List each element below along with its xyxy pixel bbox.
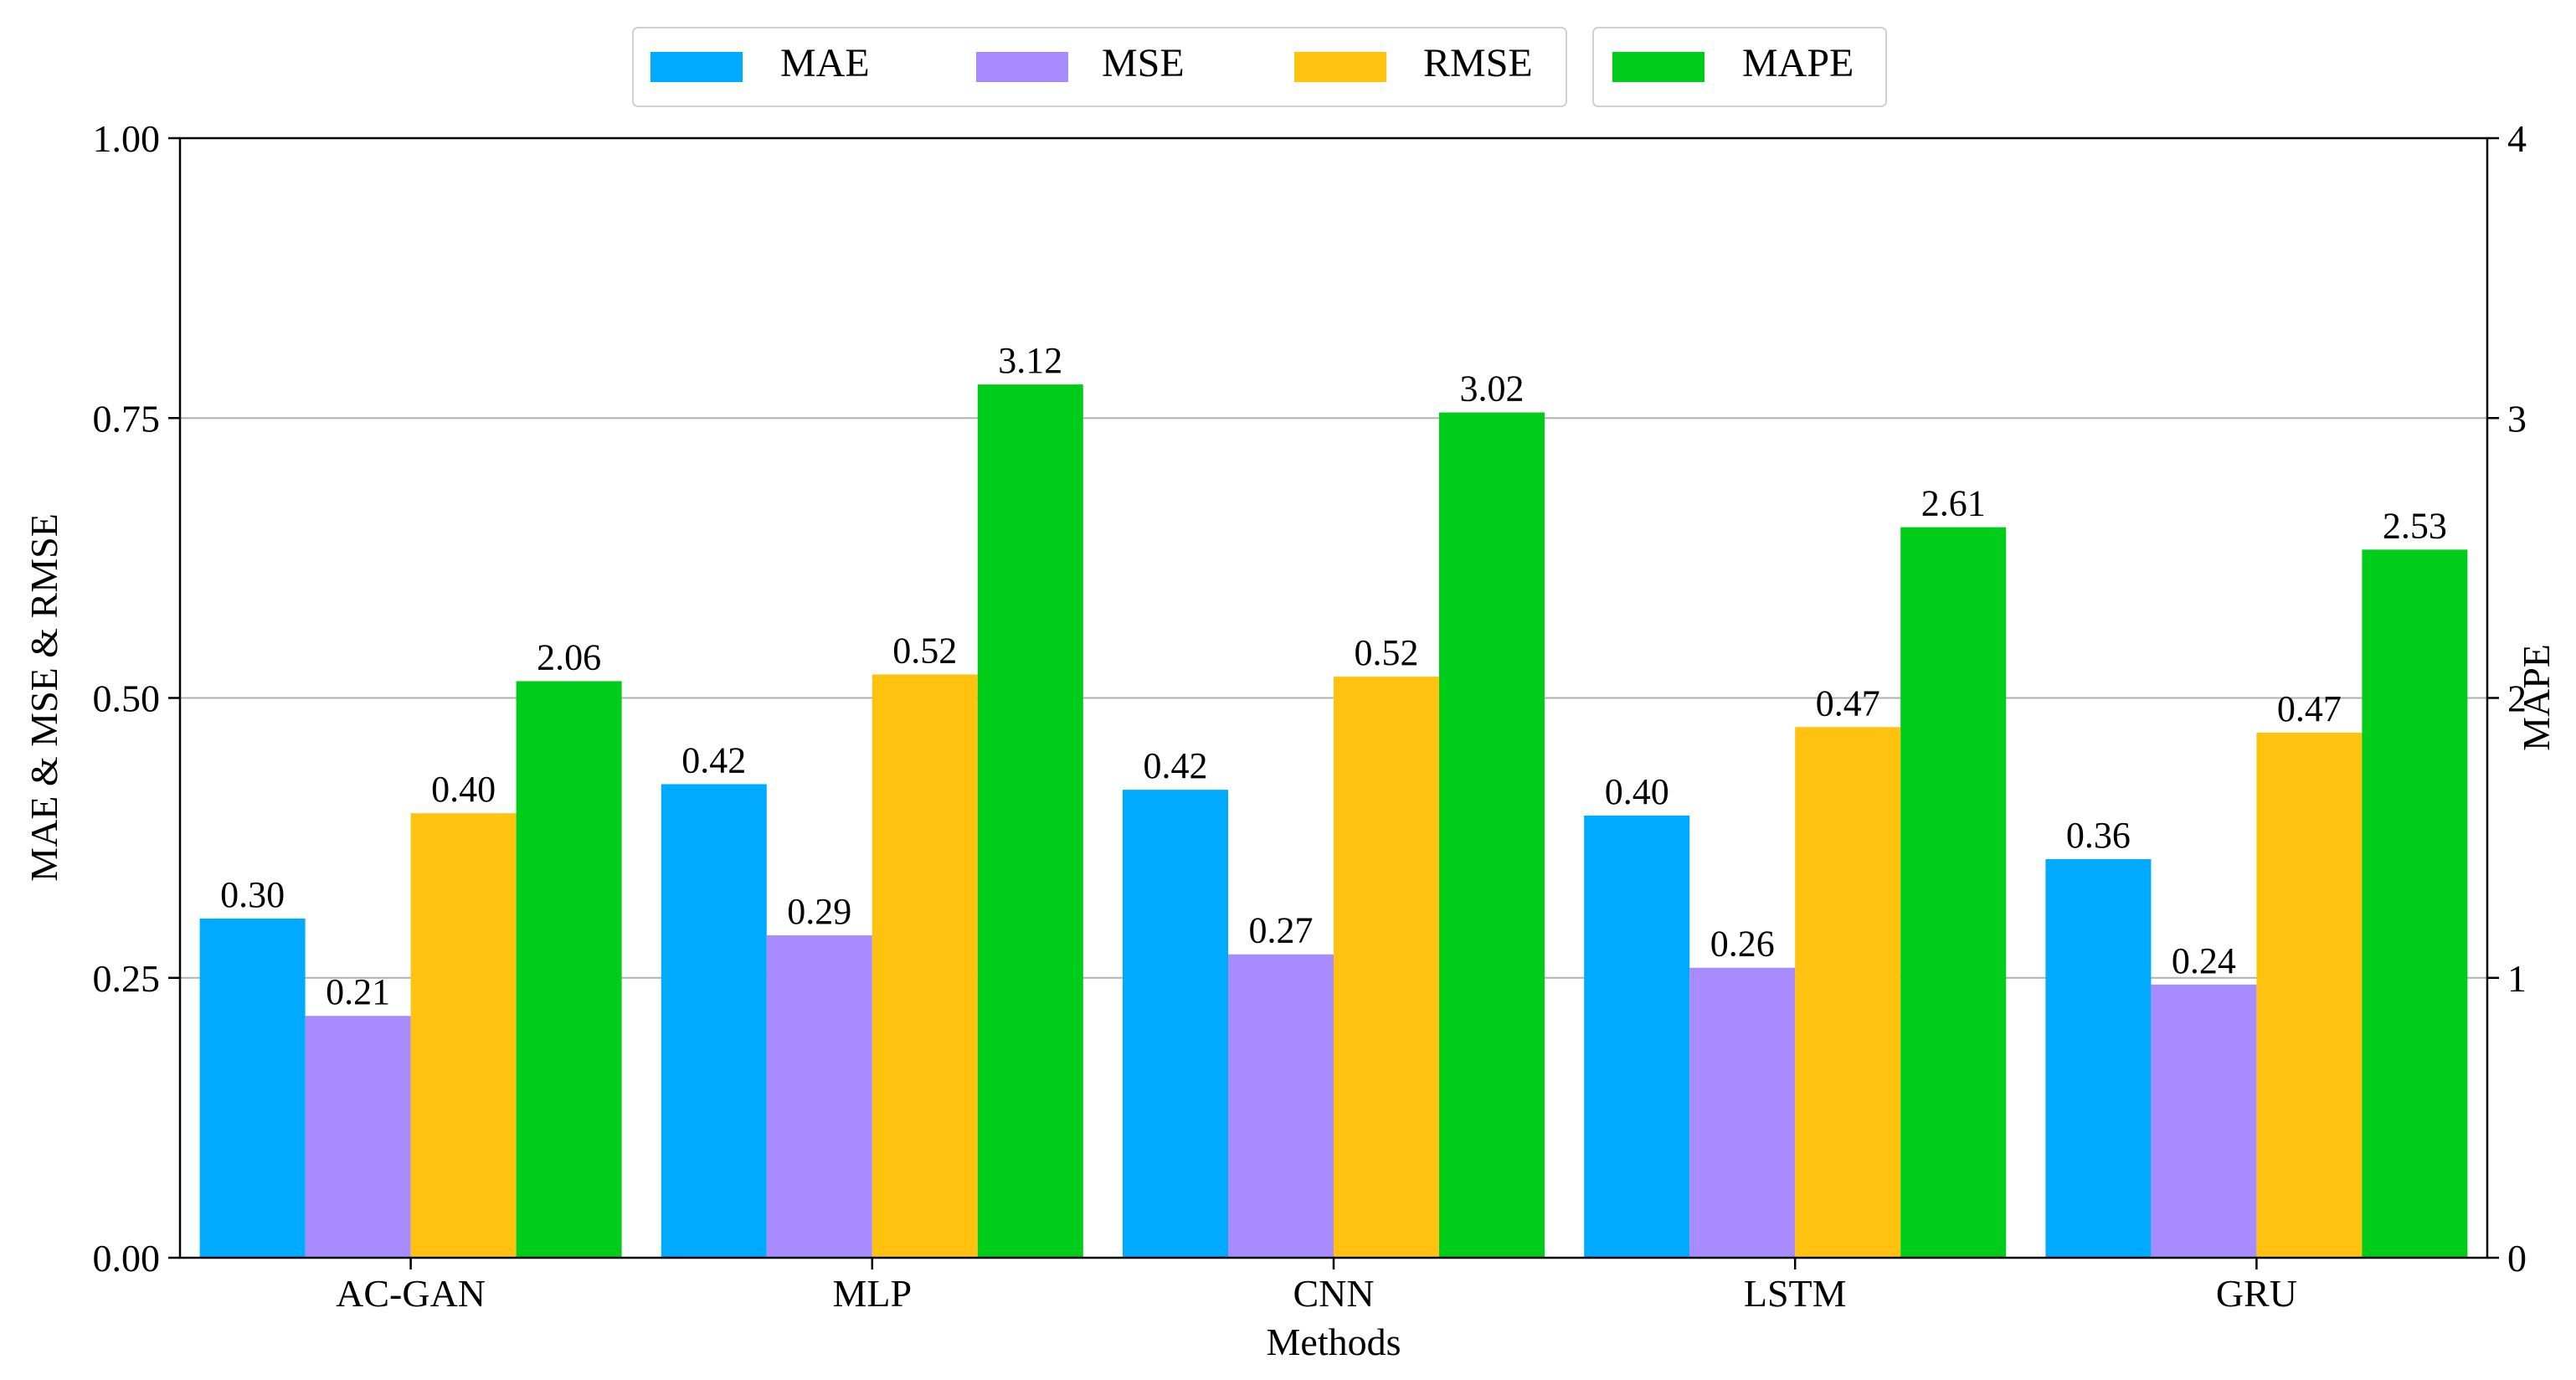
x-tick-label-cnn: CNN [1293,1272,1374,1315]
y-right-tick-label: 4 [2507,117,2527,160]
bar-gru-mae [2045,859,2152,1258]
bar-ac-gan-mse [305,1016,411,1258]
bar-cnn-mae [1123,790,1228,1258]
y-right-tick-label: 3 [2507,397,2527,440]
y-right-tick-label: 1 [2507,957,2527,1000]
data-label-mlp-rmse: 0.52 [892,630,957,671]
data-label-cnn-mse: 0.27 [1249,910,1314,951]
x-axis-title: Methods [1267,1321,1401,1363]
bar-mlp-rmse [872,674,978,1258]
data-label-lstm-mae: 0.40 [1605,771,1669,812]
legend-swatch-mse [976,52,1068,82]
legend-swatch-mape [1612,52,1704,82]
bar-mlp-mse [766,935,872,1258]
data-label-gru-mae: 0.36 [2066,815,2131,856]
right-axis: 0 1 2 3 4 [2487,117,2527,1280]
legend: MAE MSE RMSE MAPE [632,27,1887,107]
data-label-cnn-mape: 3.02 [1460,368,1525,409]
bar-ac-gan-mae [199,918,306,1258]
bar-cnn-mape [1439,412,1545,1258]
y-tick-label: 1.00 [93,117,161,160]
x-tick-label-ac-gan: AC-GAN [336,1272,486,1315]
data-label-gru-mape: 2.53 [2383,505,2447,546]
data-label-ac-gan-mse: 0.21 [326,971,390,1012]
x-tick-label-gru: GRU [2216,1272,2297,1315]
bar-ac-gan-rmse [410,813,517,1258]
legend-label-mse: MSE [1102,41,1185,85]
legend-swatch-mae [650,52,743,82]
data-label-cnn-mae: 0.42 [1144,745,1208,786]
bar-mlp-mae [661,784,767,1258]
y-right-tick-label: 0 [2507,1237,2527,1280]
bar-cnn-mse [1228,954,1334,1258]
x-tick-label-mlp: MLP [833,1272,913,1315]
legend-label-mae: MAE [780,41,870,85]
bar-lstm-mape [1900,527,2007,1258]
legend-label-mape: MAPE [1742,41,1854,85]
data-label-lstm-mape: 2.61 [1921,483,1986,524]
bar-mlp-mape [977,384,1083,1258]
bar-gru-mape [2362,549,2468,1258]
y-right-tick-label: 2 [2507,677,2527,720]
legend-swatch-rmse [1294,52,1386,82]
left-axis: 0.00 0.25 0.50 0.75 1.00 [93,117,180,1280]
bars [199,384,2468,1258]
bar-lstm-rmse [1795,727,1901,1258]
data-label-gru-mse: 0.24 [2172,940,2236,981]
legend-box-right [1592,27,1887,107]
bar-lstm-mae [1584,815,1690,1258]
data-label-mlp-mape: 3.12 [998,340,1062,381]
data-label-gru-rmse: 0.47 [2277,688,2342,729]
bar-labels: 0.30 0.21 0.40 2.06 0.42 0.29 0.52 3.12 0.42 0.27… [220,340,2447,1012]
y-axis-title-left: MAE & MSE & RMSE [23,513,65,882]
y-tick-label: 0.00 [93,1237,161,1280]
data-label-ac-gan-mae: 0.30 [220,874,285,915]
x-tick-label-lstm: LSTM [1744,1272,1847,1315]
y-axis-title-right: MAPE [2515,644,2558,751]
x-axis: AC-GAN MLP CNN LSTM GRU [336,1258,2297,1315]
data-label-ac-gan-rmse: 0.40 [431,769,496,810]
data-label-ac-gan-mape: 2.06 [537,636,601,677]
y-tick-label: 0.50 [93,677,161,720]
legend-label-rmse: RMSE [1423,41,1533,85]
data-label-lstm-rmse: 0.47 [1816,682,1880,723]
y-tick-label: 0.75 [93,397,161,440]
data-label-mlp-mse: 0.29 [787,891,851,932]
data-label-mlp-mae: 0.42 [681,739,746,780]
legend-box-left [632,27,1567,107]
bar-gru-rmse [2256,732,2363,1258]
bar-cnn-rmse [1334,677,1439,1258]
bar-gru-mse [2151,984,2257,1258]
y-tick-label: 0.25 [93,957,161,1000]
bar-ac-gan-mape [516,681,622,1258]
bar-lstm-mse [1689,967,1796,1258]
data-label-lstm-mse: 0.26 [1710,924,1775,965]
data-label-cnn-rmse: 0.52 [1355,632,1419,673]
